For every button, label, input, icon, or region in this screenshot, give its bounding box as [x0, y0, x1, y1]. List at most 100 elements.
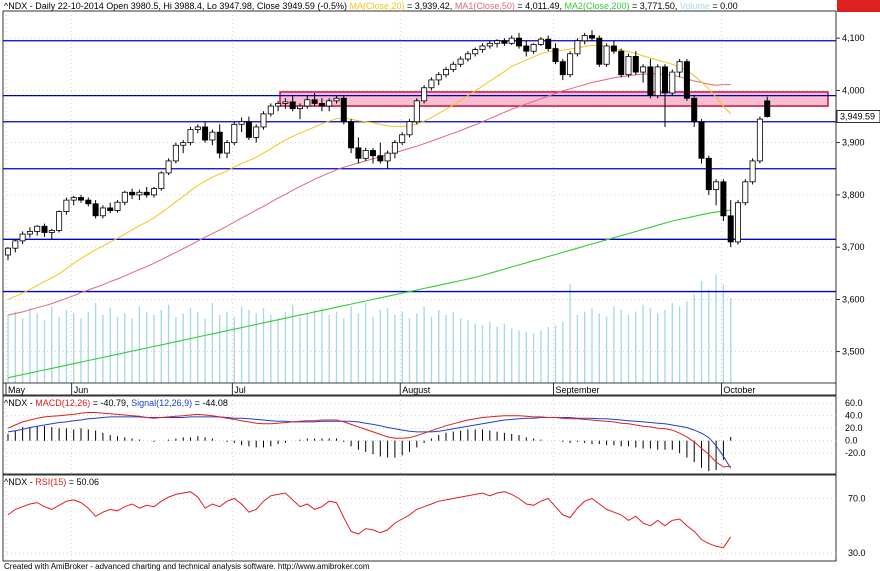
month-label: May — [8, 385, 26, 395]
price-axis-label: 4,100 — [842, 33, 865, 43]
candle-body — [187, 129, 194, 144]
candle-body — [589, 35, 596, 39]
grid-lines — [3, 11, 836, 561]
month-label: Jun — [74, 385, 89, 395]
candle-body — [391, 142, 398, 154]
volume-bars — [7, 274, 732, 383]
ma200-line — [7, 209, 731, 379]
candle-body — [5, 247, 11, 256]
candle-body — [267, 105, 274, 115]
candle-body — [399, 134, 406, 144]
candle-body — [640, 66, 647, 73]
candle-body — [26, 231, 33, 235]
candle-body — [720, 181, 727, 217]
candle-body — [596, 37, 603, 65]
candle-body — [457, 58, 464, 65]
candle-body — [348, 121, 355, 149]
candle-body — [99, 207, 106, 217]
candle-body — [464, 53, 471, 60]
price-axis-label: 3,700 — [842, 242, 865, 252]
candle-body — [129, 191, 136, 196]
candle-body — [428, 79, 435, 89]
candle-body — [296, 105, 303, 110]
candle-body — [691, 97, 698, 123]
candle-body — [450, 63, 457, 70]
candle-body — [384, 152, 391, 162]
candle-body — [260, 113, 267, 128]
candle-body — [318, 103, 325, 107]
candle-body — [676, 61, 683, 73]
macd-axis-label: 40.0 — [845, 411, 863, 421]
candle-body — [647, 66, 654, 97]
candle-body — [756, 118, 763, 162]
month-labels: May Jun Jul August September October — [3, 382, 836, 395]
candle-body — [48, 230, 55, 233]
candle-body — [764, 100, 771, 117]
candle-body — [567, 53, 574, 76]
candle-body — [625, 56, 632, 76]
candle-body — [194, 126, 201, 130]
rsi-axis-label: 30.0 — [848, 548, 866, 558]
candle-body — [472, 49, 479, 55]
rsi-line — [7, 491, 732, 549]
candle-body — [282, 101, 289, 104]
price-axis-label: 3,500 — [842, 347, 865, 357]
candle-body — [705, 157, 712, 191]
last-price-label: 3,949.59 — [840, 112, 875, 122]
candle-body — [333, 97, 340, 102]
candle-body — [121, 191, 128, 203]
candle-body — [654, 66, 661, 97]
candle-body — [209, 131, 216, 141]
macd-axis-label: 0.0 — [845, 436, 858, 446]
candle-body — [603, 45, 610, 65]
rsi-last-box — [837, 0, 880, 12]
candle-body — [435, 74, 442, 81]
candle-body — [486, 42, 493, 47]
macd-axis-label: 60.0 — [845, 398, 863, 408]
candle-body — [662, 66, 669, 94]
candle-body — [143, 191, 150, 196]
rsi-indicator: 70.0 30.0 50.0573 — [3, 0, 880, 558]
candle-body — [669, 71, 676, 94]
candle-body — [742, 181, 749, 204]
candle-body — [413, 100, 420, 123]
candle-body — [735, 202, 742, 243]
candle-body — [545, 38, 552, 49]
month-label: Jul — [234, 385, 246, 395]
candle-body — [63, 199, 70, 213]
price-axis-label: 3,600 — [842, 294, 865, 304]
candle-body — [340, 97, 347, 123]
ma20-line — [7, 44, 732, 300]
price-axis-label: 3,900 — [842, 138, 865, 148]
candle-body — [530, 43, 537, 52]
candle-body — [362, 150, 369, 159]
last-price-box — [836, 110, 880, 123]
candle-body — [581, 35, 588, 42]
candle-body — [304, 99, 311, 107]
month-label: October — [723, 385, 755, 395]
candle-body — [683, 61, 690, 99]
candle-body — [253, 126, 260, 138]
candle-body — [165, 160, 172, 174]
macd-header: ^NDX - MACD(12,26) = -40.79, Signal(12,2… — [4, 398, 228, 408]
candle-body — [202, 126, 209, 141]
rsi-pane — [2, 474, 837, 562]
candle-body — [289, 101, 296, 110]
candle-body — [406, 121, 413, 136]
footer-credit: Created with AmiBroker - advanced charti… — [4, 562, 370, 571]
candle-body — [421, 87, 428, 102]
month-label: September — [556, 385, 600, 395]
candle-body — [698, 121, 705, 159]
candle-body — [326, 100, 333, 107]
rsi-last-label: 50.0573 — [840, 0, 873, 2]
price-axis-label: 3,800 — [842, 190, 865, 200]
candle-body — [632, 56, 639, 73]
price-axis-label: 4,000 — [842, 85, 865, 95]
candle-body — [537, 38, 544, 45]
candle-body — [19, 233, 26, 242]
candle-body — [275, 103, 282, 107]
candle-body — [713, 181, 720, 191]
macd-axis-label: -20.0 — [845, 448, 866, 458]
candle-body — [727, 215, 734, 243]
candle-body — [114, 201, 121, 211]
